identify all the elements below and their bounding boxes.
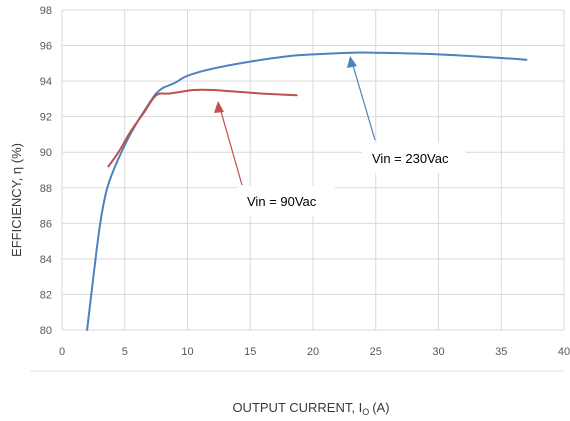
y-tick-label: 90 [40, 147, 52, 159]
x-tick-label: 25 [370, 346, 382, 358]
annotation-230vac-label: Vin = 230Vac [372, 151, 449, 166]
y-tick-label: 92 [40, 112, 52, 124]
series-lines [86, 51, 528, 331]
x-tick-label: 20 [307, 346, 319, 358]
annotation-90vac-label: Vin = 90Vac [247, 194, 317, 209]
x-axis-title-unit: (A) [372, 400, 389, 415]
y-axis-title: EFFICIENCY, η (%) [9, 143, 24, 257]
annotation-230vac-box [362, 143, 466, 173]
y-tick-label: 88 [40, 183, 52, 195]
y-tick-label: 84 [40, 254, 52, 266]
annotation-230vac: Vin = 230Vac [347, 56, 466, 173]
x-tick-labels: 0 5 10 15 20 25 30 35 40 [59, 346, 570, 358]
x-tick-label: 10 [181, 346, 193, 358]
y-tick-label: 94 [40, 76, 52, 88]
y-tick-label: 86 [40, 218, 52, 230]
x-tick-label: 30 [432, 346, 444, 358]
x-axis-title-main: OUTPUT CURRENT, I [232, 400, 362, 415]
x-tick-label: 15 [244, 346, 256, 358]
annotation-90vac-box [237, 186, 335, 216]
y-tick-label: 80 [40, 325, 52, 337]
annotation-90vac-arrow [219, 107, 243, 186]
y-tick-label: 96 [40, 41, 52, 53]
y-tick-labels: 80 82 84 86 88 90 92 94 96 98 [40, 5, 52, 337]
annotation-90vac-arrowhead [214, 101, 224, 113]
x-tick-label: 35 [495, 346, 507, 358]
y-tick-label: 82 [40, 289, 52, 301]
x-tick-label: 40 [558, 346, 570, 358]
x-axis-title-subscript: O [362, 407, 369, 417]
series-line-230vac [86, 51, 528, 331]
series-line-90vac [107, 88, 298, 168]
annotation-90vac: Vin = 90Vac [214, 101, 335, 216]
y-tick-label: 98 [40, 5, 52, 17]
x-tick-label: 0 [59, 346, 65, 358]
annotation-230vac-arrowhead [347, 56, 357, 68]
x-tick-label: 5 [122, 346, 128, 358]
annotation-230vac-arrow [351, 61, 376, 141]
x-axis-title: OUTPUT CURRENT, IO (A) [232, 400, 389, 417]
